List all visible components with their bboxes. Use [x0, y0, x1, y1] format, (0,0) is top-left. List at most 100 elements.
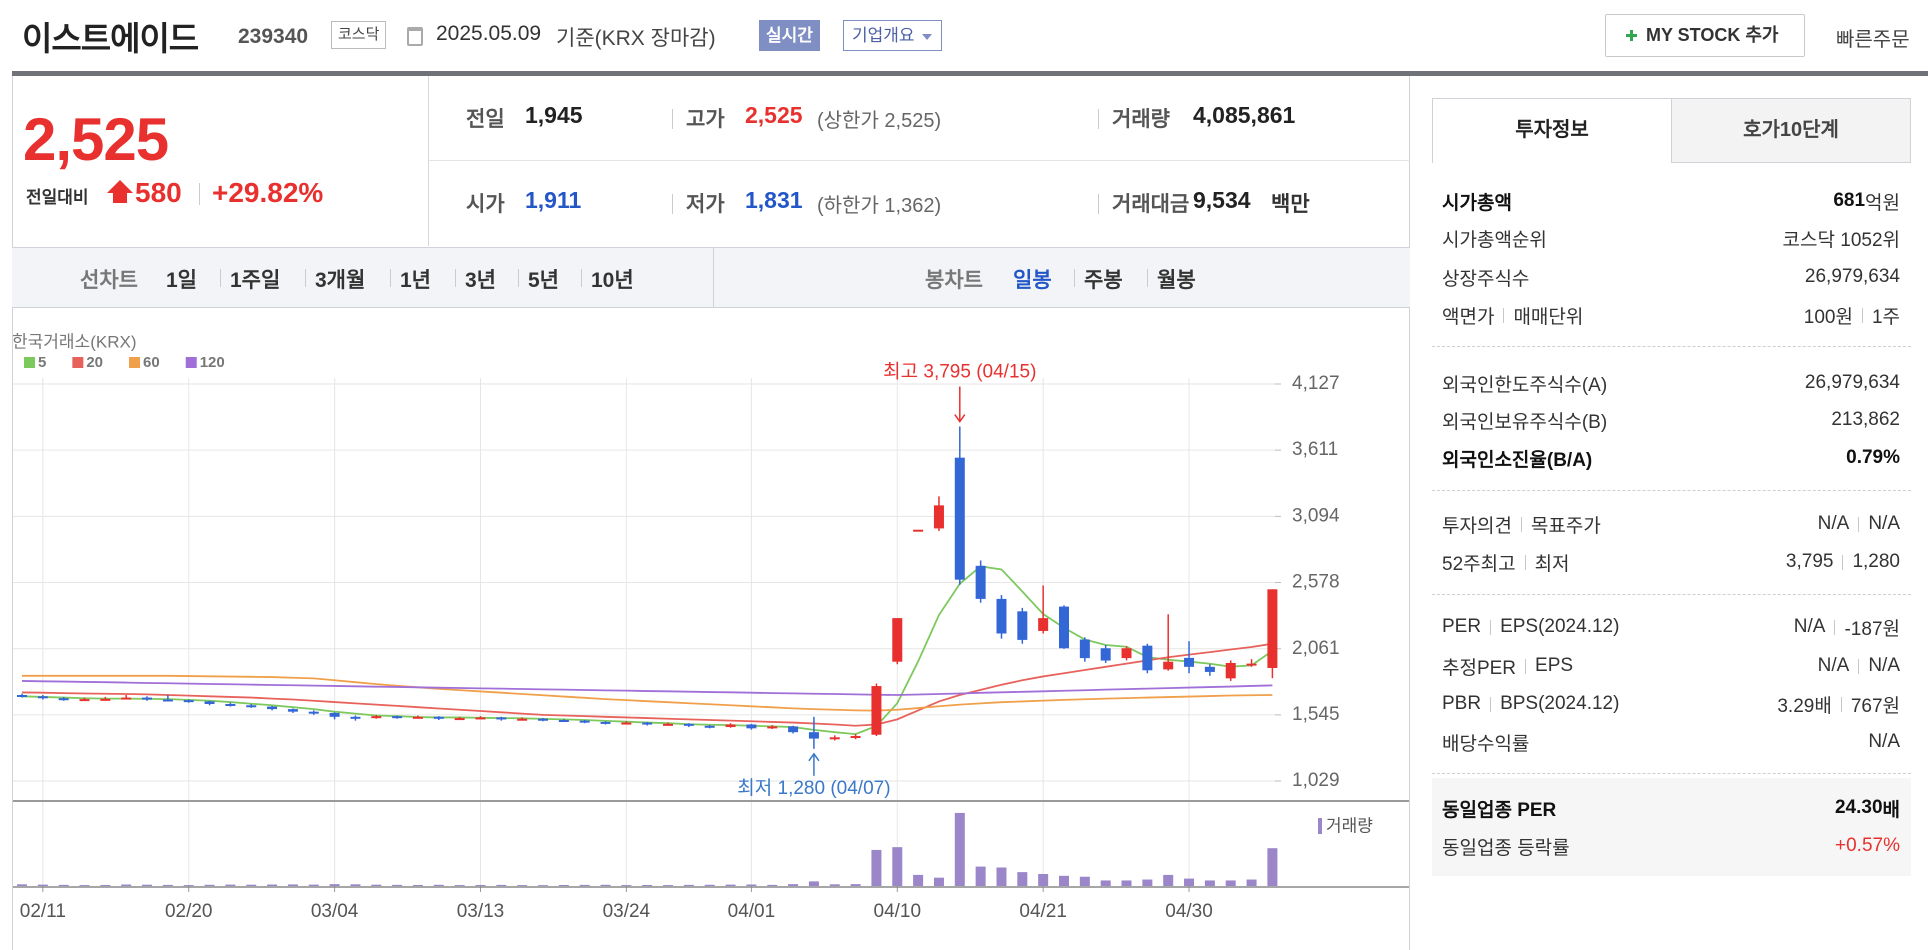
- volume-bar: [621, 885, 632, 886]
- separator: [220, 269, 221, 287]
- mystock-button[interactable]: MY STOCK 추가: [1605, 14, 1805, 57]
- candle-body: [1184, 657, 1195, 667]
- tab-bar: [12, 247, 1410, 308]
- info-value: 3,795 1,280: [1786, 551, 1900, 573]
- quote-value: 1,911: [525, 187, 582, 213]
- info-value-part: 26,979,634: [1804, 266, 1900, 287]
- period-tab[interactable]: 5년: [528, 269, 559, 292]
- separator: [305, 269, 306, 287]
- volume-bar: [17, 884, 27, 886]
- volume-bar: [246, 884, 257, 886]
- divider: [1432, 490, 1911, 491]
- info-label: 배당수익률: [1442, 729, 1529, 756]
- info-value: 0.79%: [1846, 447, 1900, 469]
- info-label: 시가총액: [1442, 188, 1512, 215]
- candle-body: [767, 726, 778, 729]
- volume-bar: [37, 884, 48, 886]
- info-value-part: 3,795: [1785, 551, 1834, 572]
- quote-note: (상한가 2,525): [817, 110, 942, 132]
- info-label-part: 동일업종 PER: [1442, 799, 1557, 821]
- candle-body: [892, 618, 903, 662]
- volume-bar: [142, 884, 153, 886]
- header-rule: [12, 71, 1928, 76]
- candle-body: [1059, 606, 1069, 649]
- info-label-part: PBR: [1442, 693, 1482, 714]
- quote-label: 고가: [686, 108, 725, 131]
- realtime-button[interactable]: 실시간: [759, 20, 820, 51]
- legend-label: 20: [86, 354, 103, 371]
- separator: [672, 194, 673, 214]
- info-value-part: N/A: [1817, 655, 1850, 676]
- candle-body: [1225, 662, 1236, 679]
- info-label-part: 상장주식수: [1442, 268, 1530, 290]
- info-value-part: N/A: [1793, 616, 1826, 637]
- separator: [672, 109, 673, 129]
- x-tick-label: 04/10: [874, 901, 922, 922]
- company-button[interactable]: 기업개요: [843, 20, 942, 51]
- info-label-part: 외국인소진율(B/A): [1442, 449, 1593, 471]
- stock-code: 239340: [238, 25, 309, 48]
- volume-bar: [788, 884, 799, 886]
- candle-tab[interactable]: 일봉: [1013, 269, 1052, 292]
- info-value-part: N/A: [1868, 731, 1900, 752]
- volume-bar: [58, 884, 69, 886]
- period-tab[interactable]: 3개월: [315, 269, 366, 292]
- legend-swatch: [24, 357, 35, 368]
- separator: [1147, 269, 1148, 287]
- volume-bar: [162, 884, 173, 886]
- candle-body: [329, 712, 340, 717]
- x-tick-label: 02/11: [20, 901, 66, 922]
- period-tab[interactable]: 1주일: [230, 269, 281, 292]
- quick-order[interactable]: 빠른주문: [1836, 29, 1910, 51]
- x-tick-label: 03/04: [311, 901, 359, 922]
- volume-bar: [1184, 878, 1195, 886]
- candle-body: [1267, 589, 1278, 668]
- volume-bar: [1017, 872, 1028, 886]
- volume-bar: [496, 884, 507, 886]
- volume-bar: [1038, 873, 1049, 886]
- info-value-part: N/A: [1868, 655, 1900, 676]
- info-tab[interactable]: 투자정보: [1432, 98, 1672, 163]
- volume-bar: [704, 884, 715, 886]
- info-label-part: EPS: [1535, 655, 1574, 676]
- info-row: 외국인소진율(B/A) 0.79%: [1442, 443, 1900, 473]
- candle-body: [663, 723, 674, 726]
- period-tab[interactable]: 1일: [166, 269, 197, 292]
- volume-bar: [850, 884, 861, 886]
- period-tab[interactable]: 10년: [591, 269, 634, 292]
- info-label-part: 시가총액순위: [1442, 229, 1547, 251]
- quote-value: 1,945: [525, 102, 583, 128]
- volume-bar: [329, 884, 340, 886]
- candle-body: [996, 598, 1007, 634]
- volume-bar: [1225, 880, 1236, 886]
- info-label-part: BPS(2024.12): [1500, 693, 1620, 714]
- separator: [1858, 658, 1860, 674]
- candle-body: [121, 697, 132, 700]
- candle-tab[interactable]: 월봉: [1157, 269, 1196, 292]
- info-label-part: 동일업종 등락률: [1442, 837, 1570, 859]
- change-value: 580: [135, 177, 182, 208]
- separator: [1861, 307, 1863, 323]
- period-tab[interactable]: 3년: [465, 269, 496, 292]
- info-label: 추정PER EPS: [1442, 653, 1573, 680]
- candle-body: [975, 565, 986, 599]
- info-value: +0.57%: [1835, 835, 1900, 857]
- current-price: 2,525: [23, 106, 169, 173]
- x-tick-label: 04/30: [1165, 901, 1213, 922]
- volume-bar: [954, 812, 965, 886]
- info-value-part: -187원: [1844, 618, 1900, 640]
- x-tick-label: 02/20: [165, 901, 213, 922]
- info-tab[interactable]: 호가10단계: [1671, 98, 1911, 163]
- volume-bar: [829, 884, 840, 886]
- period-tab[interactable]: 1년: [400, 269, 431, 292]
- info-value-part: 213,862: [1831, 409, 1900, 430]
- price-divider: [428, 76, 429, 246]
- date: 2025.05.09: [436, 22, 542, 45]
- candle-body: [37, 696, 48, 699]
- legend-label: 5: [38, 354, 46, 371]
- candle-body: [1142, 645, 1153, 671]
- candle-body: [100, 698, 111, 701]
- info-label-part: 투자의견: [1442, 515, 1512, 537]
- info-label: PER EPS(2024.12): [1442, 616, 1619, 638]
- candle-tab[interactable]: 주봉: [1084, 269, 1123, 292]
